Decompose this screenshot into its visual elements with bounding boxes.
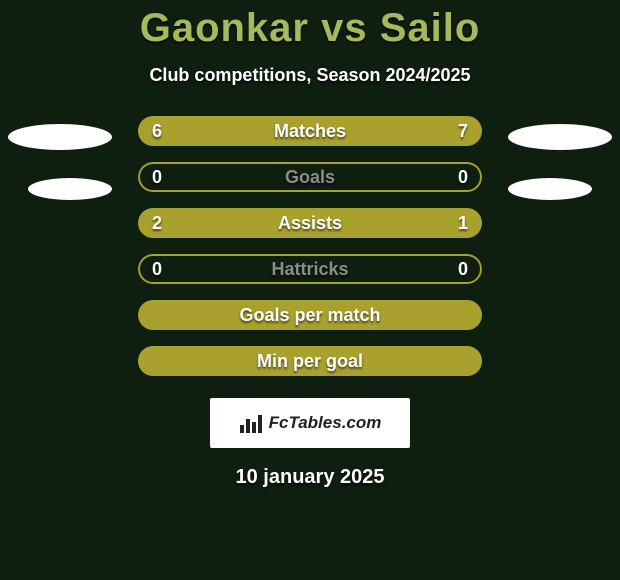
fctables-badge: FcTables.com xyxy=(210,398,410,448)
stat-label: Min per goal xyxy=(138,346,482,376)
player-photo-right-placeholder xyxy=(508,124,612,150)
stat-label: Assists xyxy=(138,208,482,238)
stat-row: 67Matches xyxy=(138,116,482,146)
player-photo-left-placeholder xyxy=(8,124,112,150)
stat-rows: 67Matches 00Goals 21Assists 00Hattricks Goal… xyxy=(0,116,620,376)
stat-row: Min per goal xyxy=(138,346,482,376)
stat-row: 00Hattricks xyxy=(138,254,482,284)
stat-label: Goals xyxy=(138,162,482,192)
badge-text: FcTables.com xyxy=(269,413,382,433)
bars-icon xyxy=(239,413,263,433)
stat-row: 00Goals xyxy=(138,162,482,192)
stat-row: Goals per match xyxy=(138,300,482,330)
club-logo-right-placeholder xyxy=(508,178,592,200)
stat-label: Matches xyxy=(138,116,482,146)
stat-label: Goals per match xyxy=(138,300,482,330)
stat-label: Hattricks xyxy=(138,254,482,284)
comparison-subtitle: Club competitions, Season 2024/2025 xyxy=(0,65,620,86)
club-logo-left-placeholder xyxy=(28,178,112,200)
comparison-title: Gaonkar vs Sailo xyxy=(0,0,620,51)
snapshot-date: 10 january 2025 xyxy=(0,466,620,489)
stat-row: 21Assists xyxy=(138,208,482,238)
